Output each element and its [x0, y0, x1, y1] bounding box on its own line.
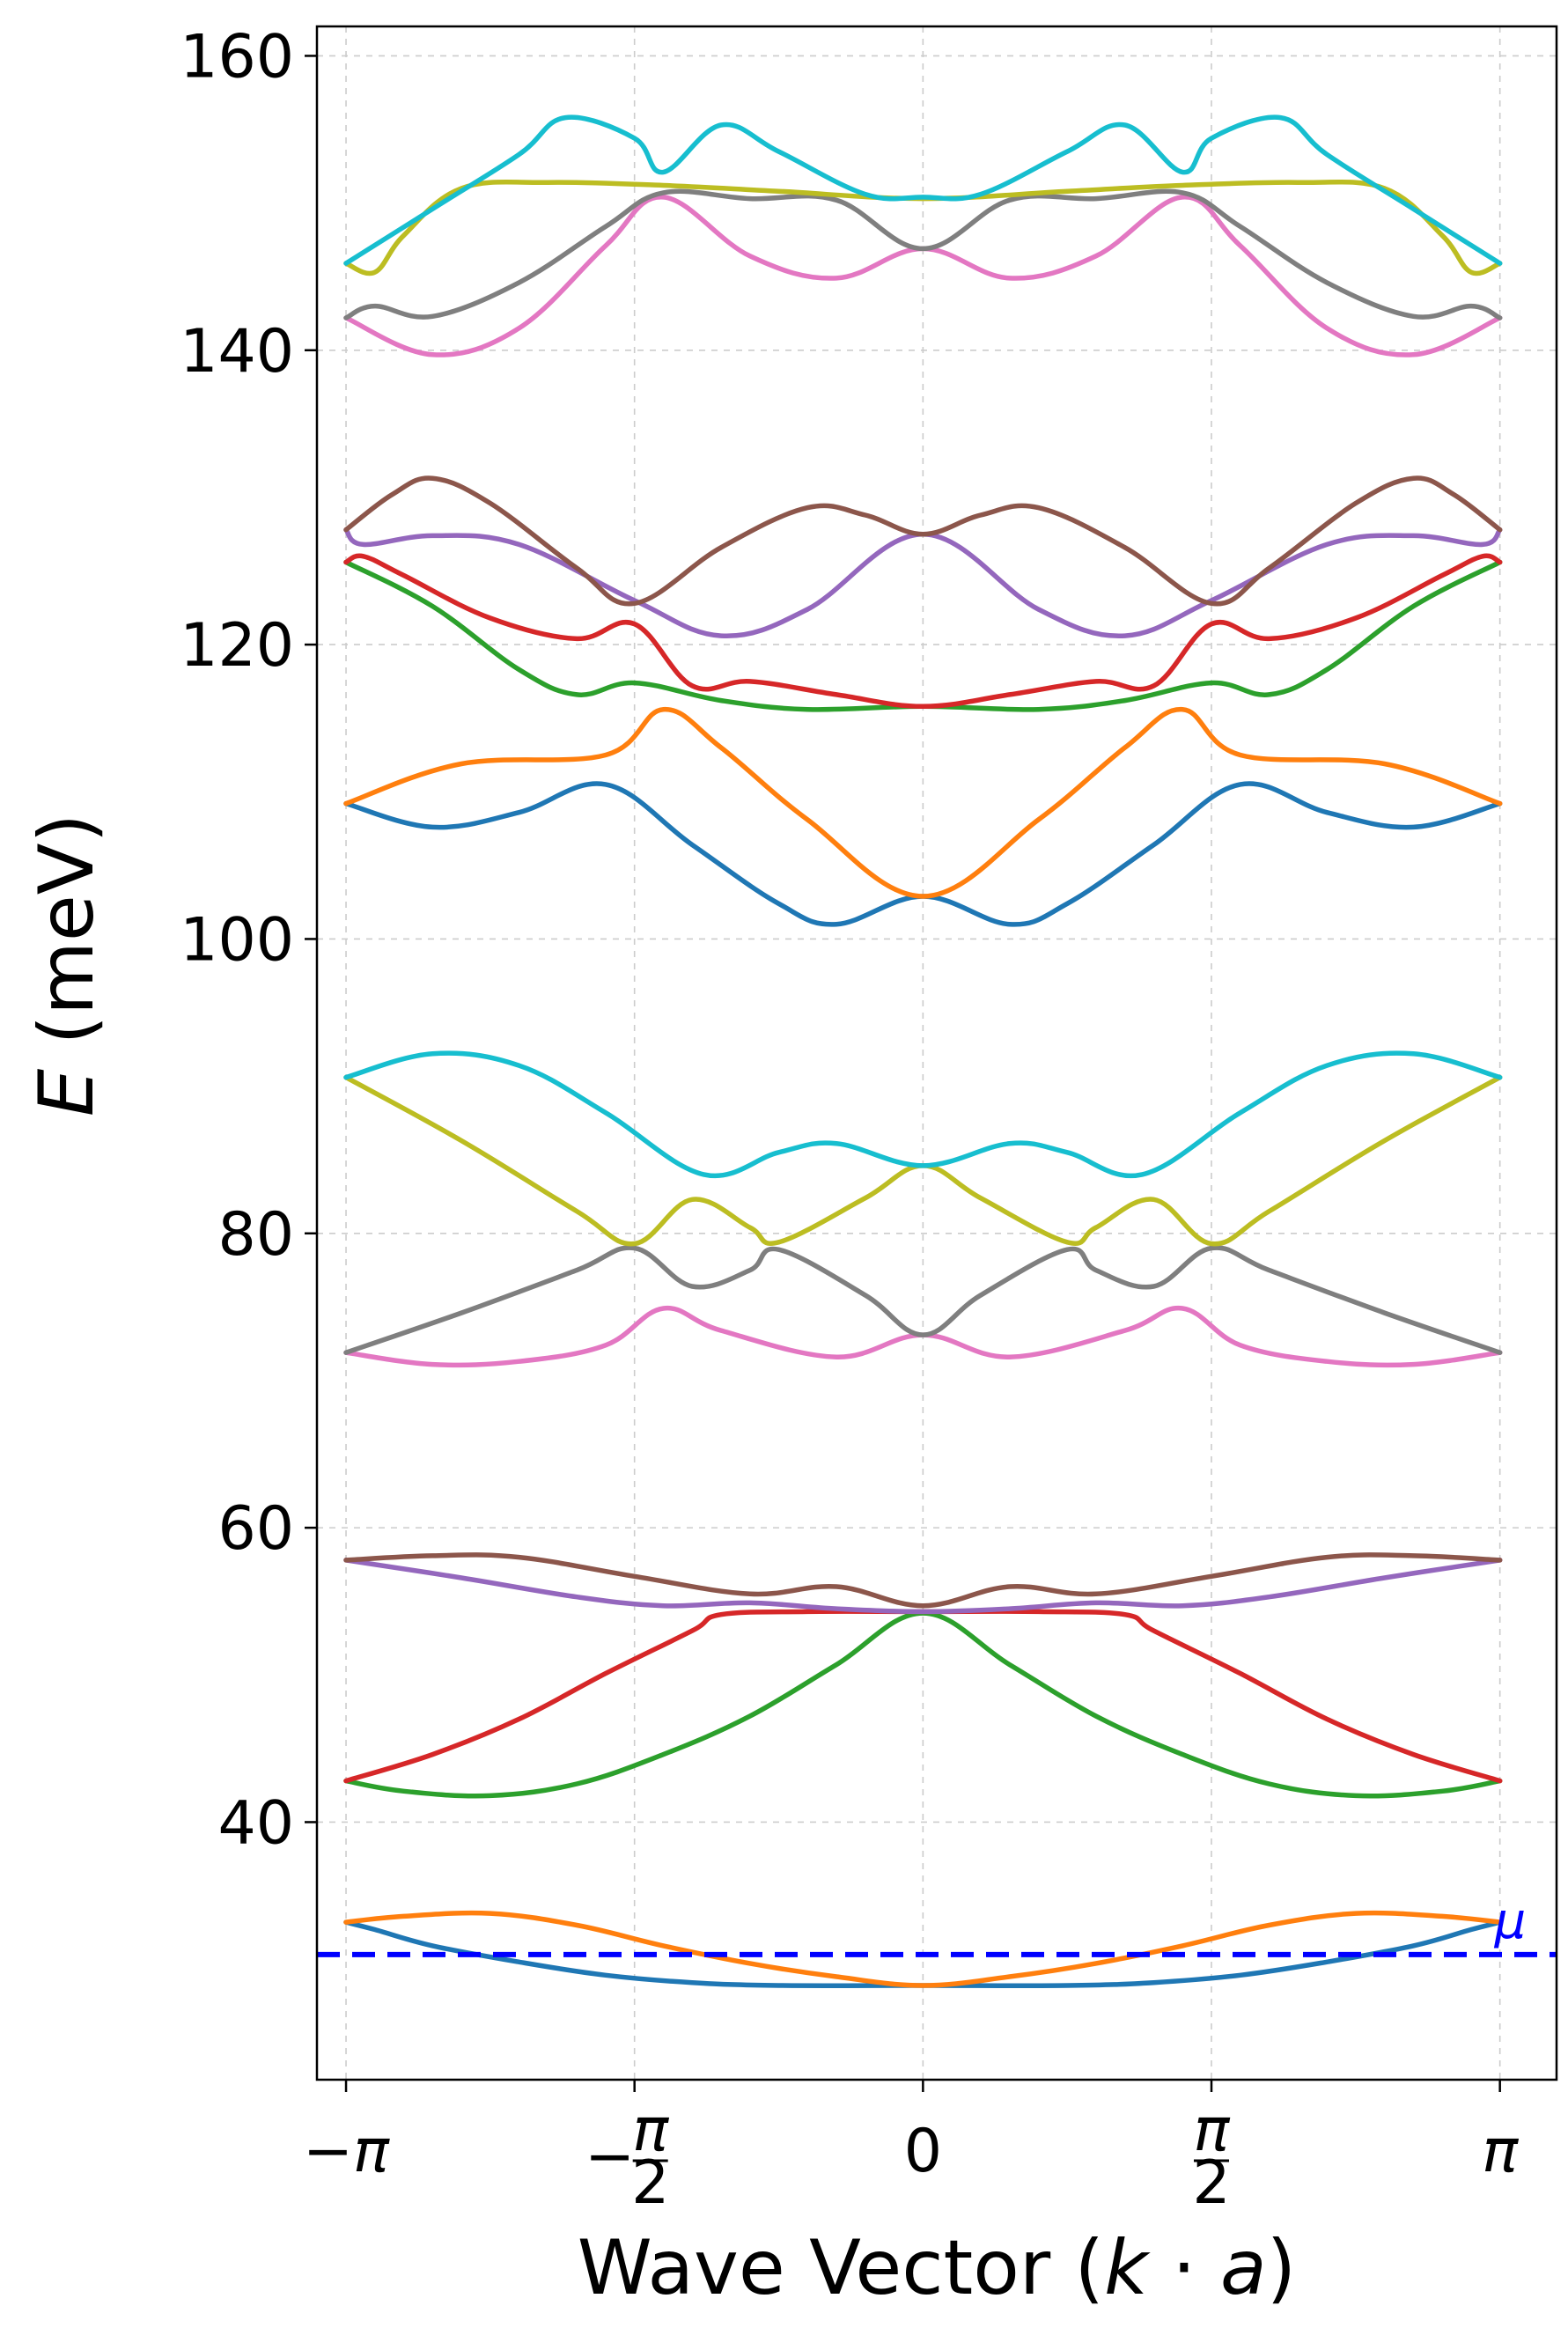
x-tick-label: π2 — [1192, 2096, 1230, 2218]
series-line-band-2 — [343, 1910, 1503, 1988]
y-tick-label: 40 — [217, 1788, 294, 1858]
y-axis-label-unit: (meV) — [23, 814, 111, 1069]
x-tick-label-denominator: 2 — [1192, 2148, 1230, 2218]
x-tick-label-numerator: π — [632, 2096, 669, 2165]
x-tick-label-numerator: π — [1194, 2096, 1231, 2165]
y-tick-label: 100 — [180, 905, 294, 975]
series-line-band-12 — [343, 706, 1503, 899]
x-tick-label: π — [1482, 2117, 1519, 2186]
x-axis-ticks: −π −π2 0 π2 π — [303, 2080, 1519, 2218]
series-line-band-16 — [343, 475, 1503, 607]
x-tick-label: −π — [303, 2117, 390, 2186]
y-tick-label: 160 — [180, 22, 294, 92]
mu-annotation: μ — [1494, 1893, 1527, 1950]
series-line-band-20 — [343, 114, 1503, 266]
plot-frame — [315, 25, 1558, 2081]
x-axis-label-part: Wave Vector ( — [578, 2224, 1104, 2312]
series-line-band-8 — [343, 1245, 1503, 1355]
x-tick-label: 0 — [904, 2117, 942, 2186]
series-line-band-14 — [343, 553, 1503, 710]
y-axis-ticks: 40 60 80 100 120 140 160 — [180, 22, 317, 1858]
y-axis-label-e: E — [23, 1068, 111, 1116]
series-line-band-6 — [343, 1552, 1503, 1609]
series-line-band-5 — [343, 1558, 1503, 1615]
x-axis-label-a: a — [1220, 2224, 1267, 2312]
energy-bands — [343, 114, 1503, 1989]
x-tick-label-sign: − — [585, 2122, 635, 2192]
x-tick-label-pi: π — [353, 2117, 390, 2186]
x-tick-label-sign: − — [303, 2117, 353, 2186]
x-tick-label: −π2 — [585, 2096, 669, 2218]
x-tick-label-pi: π — [1482, 2117, 1519, 2186]
y-tick-label: 120 — [180, 611, 294, 681]
x-axis-label-dot: · — [1148, 2224, 1220, 2312]
series-line-band-18 — [343, 188, 1503, 320]
x-axis-label-k: k — [1104, 2224, 1151, 2312]
x-tick-label-denominator: 2 — [631, 2148, 669, 2218]
y-tick-label: 60 — [217, 1494, 294, 1564]
x-axis-label: Wave Vector (k · a) — [578, 2224, 1296, 2312]
series-line-band-10 — [343, 1050, 1503, 1179]
x-axis-label-close: ) — [1267, 2224, 1297, 2312]
grid — [317, 26, 1557, 2080]
y-axis-label: E (meV) — [23, 814, 111, 1116]
y-tick-label: 140 — [180, 317, 294, 387]
y-tick-label: 80 — [217, 1200, 294, 1270]
